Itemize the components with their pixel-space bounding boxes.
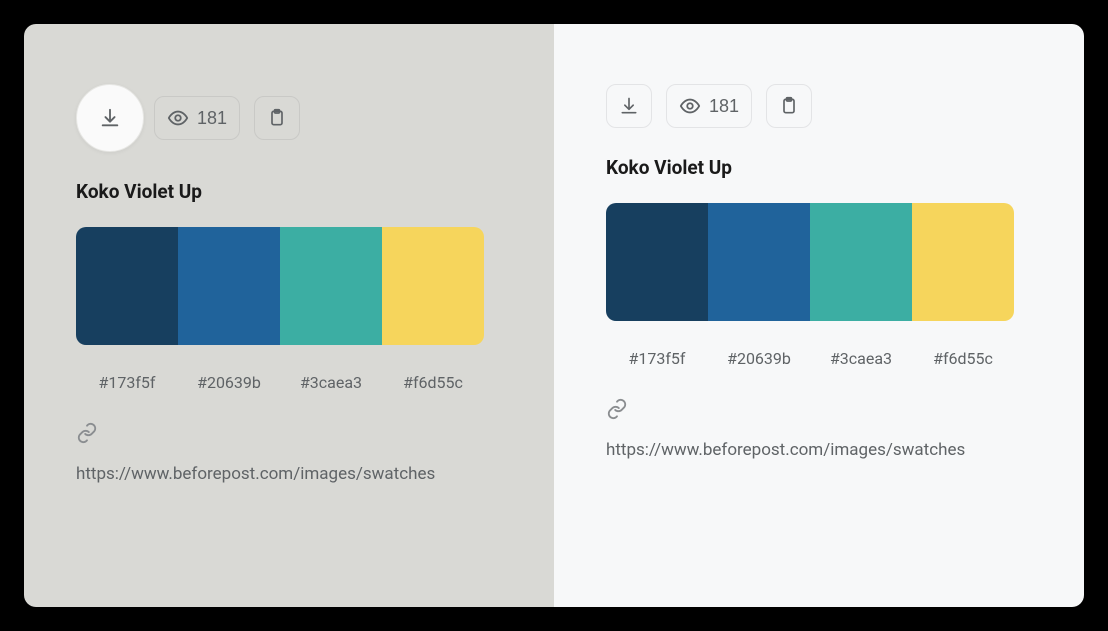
clipboard-icon	[779, 96, 799, 116]
link-icon	[606, 398, 628, 420]
hex-labels: #173f5f #20639b #3caea3 #f6d55c	[76, 373, 484, 392]
swatch-0[interactable]	[606, 203, 708, 321]
swatch-3[interactable]	[382, 227, 484, 345]
link-row	[76, 422, 514, 444]
swatch-1[interactable]	[178, 227, 280, 345]
clipboard-button[interactable]	[254, 96, 300, 140]
swatch-3[interactable]	[912, 203, 1014, 321]
panel-right: 181 Koko Violet Up #173f5f #20639b #3cae…	[554, 24, 1084, 607]
palette-url: https://www.beforepost.com/images/swatch…	[76, 464, 514, 484]
views-button[interactable]: 181	[154, 96, 240, 140]
palette-title: Koko Violet Up	[76, 180, 514, 203]
clipboard-icon	[267, 108, 287, 128]
panel-left: 181 Koko Violet Up #173f5f #20639b #3cae…	[24, 24, 554, 607]
download-icon	[619, 96, 639, 116]
views-count: 181	[197, 108, 227, 129]
hex-3: #f6d55c	[912, 349, 1014, 368]
hex-2: #3caea3	[280, 373, 382, 392]
hex-2: #3caea3	[810, 349, 912, 368]
link-row	[606, 398, 1044, 420]
views-button[interactable]: 181	[666, 84, 752, 128]
link-icon	[76, 422, 98, 444]
swatch-strip	[606, 203, 1014, 321]
views-count: 181	[709, 96, 739, 117]
swatch-2[interactable]	[280, 227, 382, 345]
download-button[interactable]	[606, 84, 652, 128]
comparison-stage: 181 Koko Violet Up #173f5f #20639b #3cae…	[24, 24, 1084, 607]
download-icon	[99, 107, 121, 129]
clipboard-button[interactable]	[766, 84, 812, 128]
toolbar: 181	[76, 84, 514, 152]
eye-icon	[679, 95, 701, 117]
hex-3: #f6d55c	[382, 373, 484, 392]
hex-0: #173f5f	[76, 373, 178, 392]
hex-1: #20639b	[708, 349, 810, 368]
hex-labels: #173f5f #20639b #3caea3 #f6d55c	[606, 349, 1014, 368]
swatch-2[interactable]	[810, 203, 912, 321]
swatch-strip	[76, 227, 484, 345]
hex-1: #20639b	[178, 373, 280, 392]
toolbar: 181	[606, 84, 1044, 128]
eye-icon	[167, 107, 189, 129]
palette-title: Koko Violet Up	[606, 156, 1044, 179]
download-button[interactable]	[76, 84, 144, 152]
palette-url: https://www.beforepost.com/images/swatch…	[606, 440, 1044, 460]
swatch-0[interactable]	[76, 227, 178, 345]
swatch-1[interactable]	[708, 203, 810, 321]
hex-0: #173f5f	[606, 349, 708, 368]
